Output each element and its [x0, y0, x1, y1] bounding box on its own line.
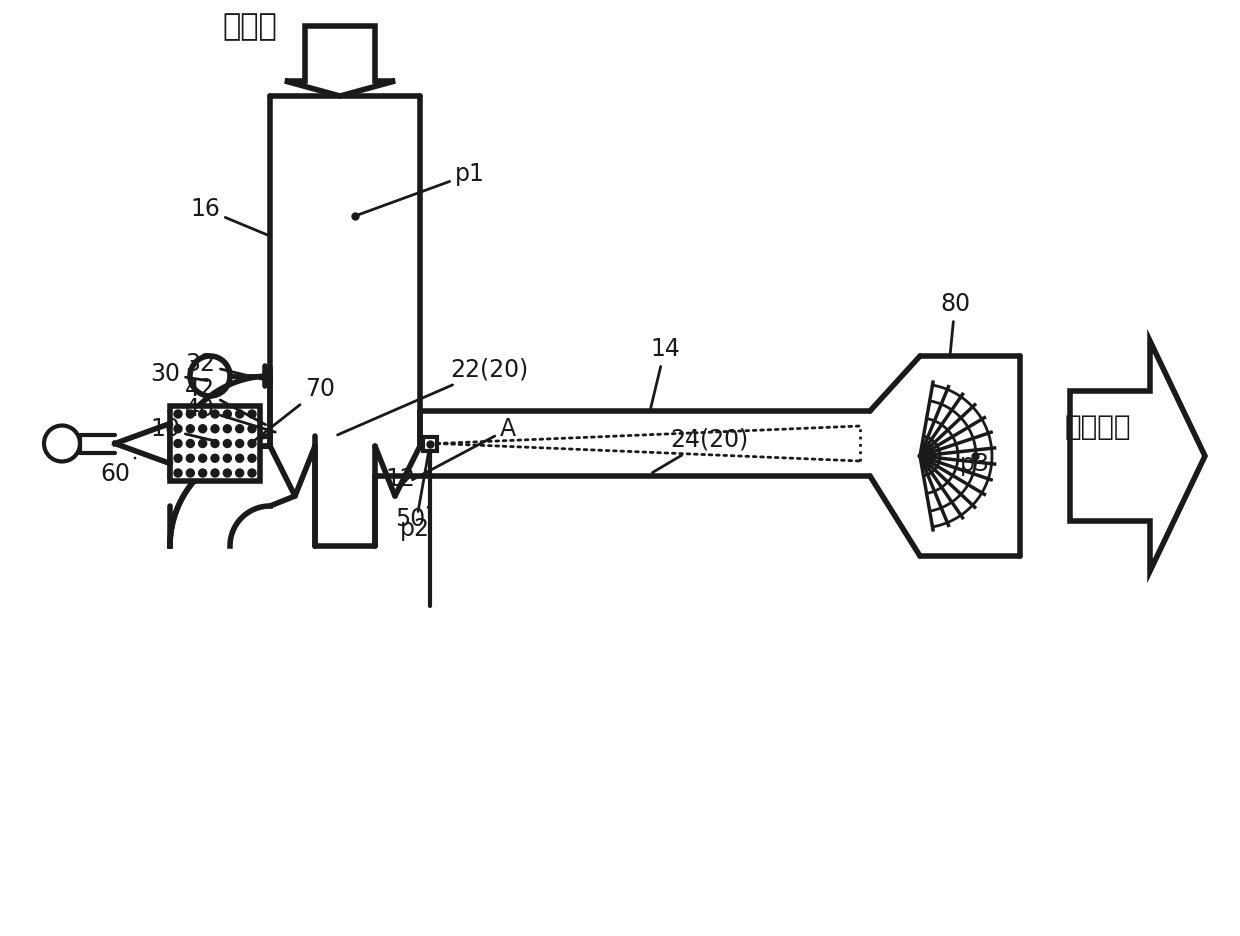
Circle shape	[223, 425, 232, 432]
Circle shape	[174, 469, 182, 477]
Bar	[170, 406, 260, 481]
Text: 70: 70	[252, 377, 335, 443]
Circle shape	[236, 440, 244, 447]
Circle shape	[198, 469, 207, 477]
Circle shape	[248, 440, 255, 447]
Circle shape	[174, 454, 182, 462]
Text: 12: 12	[384, 467, 415, 491]
Text: 80: 80	[940, 292, 970, 353]
Text: 22(20): 22(20)	[337, 357, 528, 435]
Circle shape	[186, 425, 195, 432]
Text: 24(20): 24(20)	[652, 427, 748, 473]
Circle shape	[174, 425, 182, 432]
Text: 14: 14	[650, 337, 680, 408]
Text: 16: 16	[190, 197, 268, 235]
Circle shape	[236, 410, 244, 418]
Text: 50: 50	[396, 506, 430, 531]
Text: A: A	[413, 417, 516, 479]
Text: p1: p1	[357, 162, 485, 215]
Text: 32: 32	[185, 352, 268, 380]
Text: 42: 42	[185, 377, 265, 425]
Circle shape	[223, 469, 232, 477]
Text: 10: 10	[150, 417, 212, 441]
Text: p3: p3	[960, 452, 990, 476]
Circle shape	[186, 440, 195, 447]
Circle shape	[211, 469, 219, 477]
Circle shape	[186, 454, 195, 462]
Circle shape	[198, 410, 207, 418]
Circle shape	[211, 425, 219, 432]
Circle shape	[211, 454, 219, 462]
Text: 40: 40	[185, 397, 275, 432]
Circle shape	[248, 410, 255, 418]
Circle shape	[186, 469, 195, 477]
Circle shape	[211, 410, 219, 418]
Circle shape	[174, 440, 182, 447]
Circle shape	[174, 410, 182, 418]
Circle shape	[248, 425, 255, 432]
Text: 60: 60	[100, 458, 135, 486]
Circle shape	[198, 440, 207, 447]
Circle shape	[248, 454, 255, 462]
Circle shape	[186, 410, 195, 418]
Text: 30: 30	[150, 362, 207, 386]
Text: p2: p2	[401, 446, 430, 541]
Circle shape	[198, 425, 207, 432]
Circle shape	[248, 469, 255, 477]
Polygon shape	[285, 26, 396, 96]
Circle shape	[223, 440, 232, 447]
Circle shape	[236, 469, 244, 477]
Circle shape	[211, 440, 219, 447]
Circle shape	[236, 454, 244, 462]
Text: 向反应器: 向反应器	[1065, 413, 1131, 441]
Circle shape	[198, 454, 207, 462]
Circle shape	[223, 410, 232, 418]
Bar	[423, 436, 436, 450]
Circle shape	[223, 454, 232, 462]
Polygon shape	[1070, 341, 1205, 571]
Text: 废气流: 废气流	[223, 12, 278, 41]
Circle shape	[236, 425, 244, 432]
